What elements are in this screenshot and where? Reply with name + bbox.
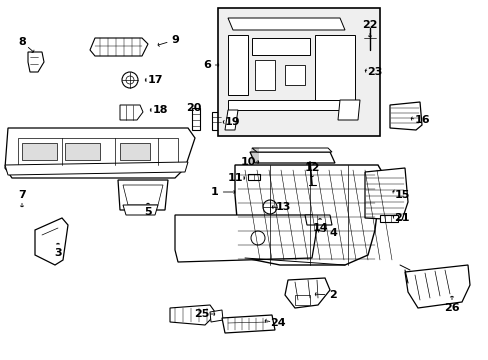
Bar (218, 8, 379, 136)
Text: 3: 3 (54, 248, 61, 258)
Polygon shape (235, 165, 381, 265)
Bar (65, 143, 100, 160)
Text: 7: 7 (18, 190, 26, 200)
Text: 20: 20 (186, 103, 201, 113)
Polygon shape (314, 35, 354, 100)
Text: 23: 23 (366, 67, 382, 77)
Text: 11: 11 (227, 173, 242, 183)
Text: 2: 2 (328, 290, 336, 300)
Text: 6: 6 (203, 60, 210, 70)
Polygon shape (227, 100, 354, 110)
Polygon shape (118, 180, 168, 210)
Text: 24: 24 (270, 318, 285, 328)
Text: 25: 25 (194, 309, 209, 319)
Polygon shape (404, 265, 469, 308)
Polygon shape (170, 305, 215, 325)
Text: 22: 22 (362, 20, 377, 30)
Bar (192, 108, 200, 130)
Polygon shape (209, 310, 223, 322)
Polygon shape (5, 128, 195, 178)
Polygon shape (227, 35, 247, 95)
Bar (120, 143, 150, 160)
Text: 13: 13 (275, 202, 290, 212)
Text: 19: 19 (224, 117, 239, 127)
Text: 1: 1 (211, 187, 219, 197)
Text: 21: 21 (393, 213, 409, 223)
Polygon shape (123, 205, 158, 215)
Polygon shape (35, 218, 68, 265)
Polygon shape (251, 38, 309, 55)
Polygon shape (285, 65, 305, 85)
Polygon shape (90, 38, 148, 56)
Polygon shape (251, 148, 331, 152)
Text: 16: 16 (413, 115, 429, 125)
Text: 5: 5 (144, 207, 151, 217)
Text: 15: 15 (393, 190, 409, 200)
Bar (22, 143, 57, 160)
Text: 14: 14 (311, 223, 327, 233)
Polygon shape (305, 215, 331, 225)
Text: 17: 17 (147, 75, 163, 85)
Text: 8: 8 (18, 37, 26, 47)
Bar (294, 295, 309, 305)
Polygon shape (345, 52, 356, 58)
Polygon shape (175, 215, 317, 262)
Polygon shape (364, 168, 407, 220)
Polygon shape (120, 105, 142, 120)
Polygon shape (227, 18, 345, 30)
Text: 9: 9 (171, 35, 179, 45)
Polygon shape (249, 152, 334, 163)
Text: 18: 18 (152, 105, 167, 115)
Text: 12: 12 (304, 163, 319, 173)
Polygon shape (285, 278, 329, 308)
Polygon shape (224, 110, 238, 130)
Text: 26: 26 (443, 303, 459, 313)
Polygon shape (254, 60, 274, 90)
Text: 10: 10 (240, 157, 255, 167)
Polygon shape (337, 100, 359, 120)
Polygon shape (222, 315, 274, 333)
Bar (247, 174, 260, 180)
Polygon shape (389, 102, 421, 130)
Text: 4: 4 (328, 228, 336, 238)
Bar (212, 112, 221, 130)
Polygon shape (5, 162, 187, 175)
Polygon shape (379, 215, 397, 222)
